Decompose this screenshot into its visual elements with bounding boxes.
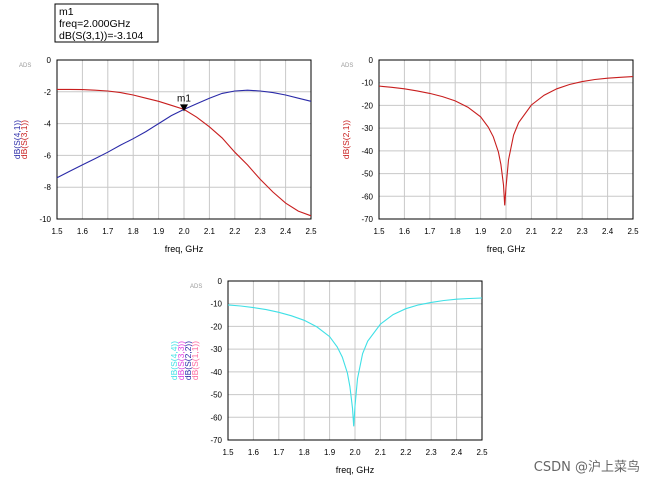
marker-readout-freq: freq=2.000GHz — [59, 18, 131, 30]
y-tick-label: -2 — [44, 88, 52, 97]
x-tick-label: 2.0 — [178, 227, 190, 236]
marker-readout-box: m1 freq=2.000GHz dB(S(3,1))=-3.104 — [54, 3, 159, 43]
y-tick-label: -30 — [361, 124, 373, 133]
y-tick-label: -8 — [44, 183, 52, 192]
x-tick-label: 1.5 — [51, 227, 63, 236]
x-tick-label: 2.2 — [229, 227, 241, 236]
x-tick-label: 2.2 — [551, 227, 563, 236]
y-tick-label: -6 — [44, 151, 52, 160]
x-tick-label: 1.8 — [450, 227, 462, 236]
x-tick-label: 2.0 — [349, 448, 361, 457]
y-tick-label: -50 — [210, 391, 222, 400]
x-tick-label: 2.3 — [255, 227, 267, 236]
y-tick-label: -50 — [361, 170, 373, 179]
x-tick-label: 1.7 — [424, 227, 436, 236]
x-tick-label: 1.9 — [475, 227, 487, 236]
y-axis-label: dB(S(2,2)) — [183, 341, 193, 380]
x-tick-label: 2.1 — [526, 227, 538, 236]
y-tick-label: -10 — [210, 300, 222, 309]
x-tick-label: 1.6 — [399, 227, 411, 236]
x-tick-label: 2.5 — [627, 227, 639, 236]
x-tick-label: 2.5 — [305, 227, 317, 236]
marker-m1-triangle — [180, 104, 188, 112]
plot-frame — [378, 59, 634, 220]
ads-corner-tag: ADS — [341, 63, 353, 69]
marker-readout-name: m1 — [59, 6, 74, 18]
y-tick-label: -4 — [44, 120, 52, 129]
plot-frame — [227, 280, 483, 441]
y-axis-label: dB(S(3,1)) — [19, 120, 29, 159]
y-tick-label: -10 — [361, 79, 373, 88]
y-tick-label: -70 — [210, 436, 222, 445]
x-tick-label: 2.3 — [426, 448, 438, 457]
y-axis-label: dB(S(4,1)) — [12, 120, 22, 159]
x-axis-label: freq, GHz — [165, 244, 204, 254]
y-tick-label: -70 — [361, 215, 373, 224]
y-tick-label: -40 — [210, 368, 222, 377]
x-axis-label: freq, GHz — [336, 465, 375, 475]
x-tick-label: 2.3 — [577, 227, 589, 236]
x-tick-label: 2.0 — [500, 227, 512, 236]
x-tick-label: 2.5 — [476, 448, 488, 457]
y-axis-label: dB(S(4,4)) — [169, 341, 179, 380]
x-tick-label: 1.5 — [373, 227, 385, 236]
y-axis-label: dB(S(2,1)) — [341, 120, 351, 159]
plot-frame — [56, 59, 312, 220]
x-tick-label: 1.6 — [77, 227, 89, 236]
x-tick-label: 2.1 — [375, 448, 387, 457]
ads-corner-tag: ADS — [190, 284, 202, 290]
y-tick-label: 0 — [47, 56, 52, 65]
x-tick-label: 2.4 — [280, 227, 292, 236]
x-axis-label: freq, GHz — [487, 244, 526, 254]
y-tick-label: -10 — [39, 215, 51, 224]
watermark: CSDN @沪上菜鸟 — [533, 460, 640, 475]
x-tick-label: 2.4 — [451, 448, 463, 457]
y-axis-label: dB(S(3,3)) — [176, 341, 186, 380]
x-tick-label: 1.5 — [222, 448, 234, 457]
y-tick-label: 0 — [369, 56, 374, 65]
y-tick-label: -40 — [361, 147, 373, 156]
plot-s41-s31: 1.5 1.6 1.7 1.8 1.9 2.0 2.1 2.2 2.3 2.4 2.5 0 -2 -4 -6… — [12, 56, 317, 254]
y-axis-label: dB(S(1,1)) — [190, 341, 200, 380]
y-tick-label: -60 — [361, 192, 373, 201]
series-line-db-s-4-4- — [227, 297, 483, 427]
x-tick-label: 1.7 — [102, 227, 114, 236]
plot-s21: 1.5 1.6 1.7 1.8 1.9 2.0 2.1 2.2 2.3 2.4 2.5 0 -10 -20… — [341, 56, 639, 254]
x-tick-label: 1.7 — [273, 448, 285, 457]
y-tick-label: 0 — [218, 277, 223, 286]
x-tick-label: 1.8 — [128, 227, 140, 236]
y-tick-label: -20 — [210, 322, 222, 331]
x-tick-label: 1.9 — [153, 227, 165, 236]
ads-corner-tag: ADS — [19, 63, 31, 69]
marker-readout-value: dB(S(3,1))=-3.104 — [59, 30, 143, 42]
x-tick-label: 1.8 — [299, 448, 311, 457]
plot-return-loss: 1.5 1.6 1.7 1.8 1.9 2.0 2.1 2.2 2.3 2.4 2.5 0 -10 -20… — [169, 277, 488, 475]
x-tick-label: 1.9 — [324, 448, 336, 457]
x-tick-label: 2.1 — [204, 227, 216, 236]
marker-m1-label: m1 — [177, 93, 191, 104]
series-line-db-s-2-1- — [378, 76, 634, 206]
y-tick-label: -60 — [210, 413, 222, 422]
y-tick-label: -20 — [361, 101, 373, 110]
x-tick-label: 1.6 — [248, 448, 260, 457]
x-tick-label: 2.2 — [400, 448, 412, 457]
x-tick-label: 2.4 — [602, 227, 614, 236]
y-tick-label: -30 — [210, 345, 222, 354]
